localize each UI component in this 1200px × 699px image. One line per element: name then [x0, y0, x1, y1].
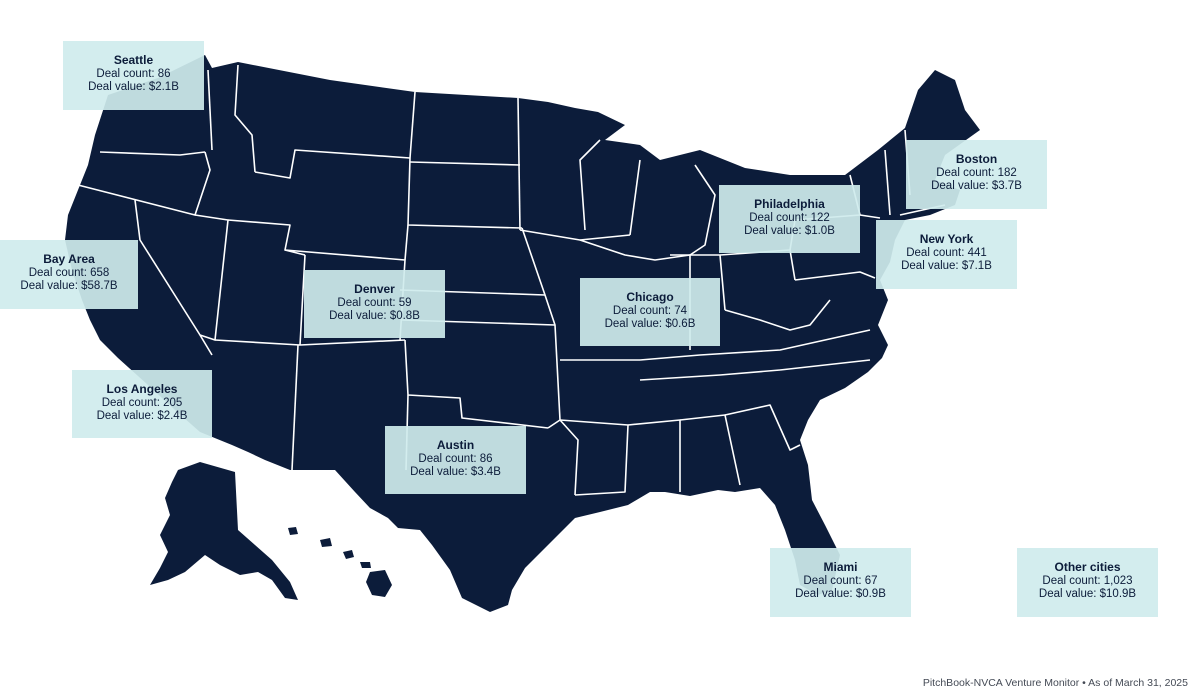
city-label-chicago: Chicago Deal count: 74 Deal value: $0.6B [580, 278, 720, 346]
deal-value: Deal value: $0.6B [604, 318, 696, 330]
city-label-new-york: New York Deal count: 441 Deal value: $7.… [876, 220, 1017, 289]
city-name: Other cities [1054, 560, 1121, 574]
city-name: Los Angeles [106, 382, 178, 396]
deal-count: Deal count: 658 [28, 267, 110, 279]
deal-count: Deal count: 122 [749, 212, 830, 224]
city-name: Bay Area [43, 252, 95, 266]
city-label-los-angeles: Los Angeles Deal count: 205 Deal value: … [72, 370, 212, 438]
alaska-shape [150, 462, 298, 600]
city-label-miami: Miami Deal count: 67 Deal value: $0.9B [770, 548, 911, 617]
city-name: Chicago [626, 290, 674, 304]
city-label-other-cities: Other cities Deal count: 1,023 Deal valu… [1017, 548, 1158, 617]
deal-value: Deal value: $2.1B [88, 81, 179, 93]
city-label-philadelphia: Philadelphia Deal count: 122 Deal value:… [719, 185, 860, 253]
deal-value: Deal value: $58.7B [20, 280, 118, 292]
deal-count: Deal count: 86 [418, 453, 493, 465]
deal-value: Deal value: $0.8B [329, 310, 420, 322]
city-name: Denver [354, 282, 395, 296]
city-label-austin: Austin Deal count: 86 Deal value: $3.4B [385, 426, 526, 494]
city-name: Boston [955, 152, 998, 166]
city-label-bay-area: Bay Area Deal count: 658 Deal value: $58… [0, 240, 138, 309]
deal-count: Deal count: 74 [612, 305, 688, 317]
deal-count: Deal count: 1,023 [1042, 575, 1133, 587]
deal-value: Deal value: $10.9B [1038, 588, 1137, 600]
deal-count: Deal count: 59 [337, 297, 412, 309]
deal-value: Deal value: $2.4B [96, 410, 188, 422]
deal-count: Deal count: 86 [96, 68, 171, 80]
city-name: New York [919, 232, 974, 246]
city-label-seattle: Seattle Deal count: 86 Deal value: $2.1B [63, 41, 204, 110]
deal-count: Deal count: 67 [803, 575, 878, 587]
hawaii-shape [288, 527, 392, 597]
deal-value: Deal value: $7.1B [901, 260, 992, 272]
city-label-denver: Denver Deal count: 59 Deal value: $0.8B [304, 270, 445, 338]
city-name: Austin [436, 438, 475, 452]
deal-count: Deal count: 205 [101, 397, 183, 409]
deal-value: Deal value: $0.9B [795, 588, 886, 600]
city-name: Miami [823, 560, 858, 574]
deal-value: Deal value: $1.0B [744, 225, 835, 237]
deal-count: Deal count: 441 [906, 247, 987, 259]
deal-value: Deal value: $3.7B [931, 180, 1022, 192]
city-name: Philadelphia [754, 197, 825, 211]
city-label-boston: Boston Deal count: 182 Deal value: $3.7B [906, 140, 1047, 209]
city-name: Seattle [113, 53, 154, 67]
deal-value: Deal value: $3.4B [410, 466, 501, 478]
source-note: PitchBook-NVCA Venture Monitor • As of M… [922, 677, 1188, 689]
deal-count: Deal count: 182 [936, 167, 1017, 179]
